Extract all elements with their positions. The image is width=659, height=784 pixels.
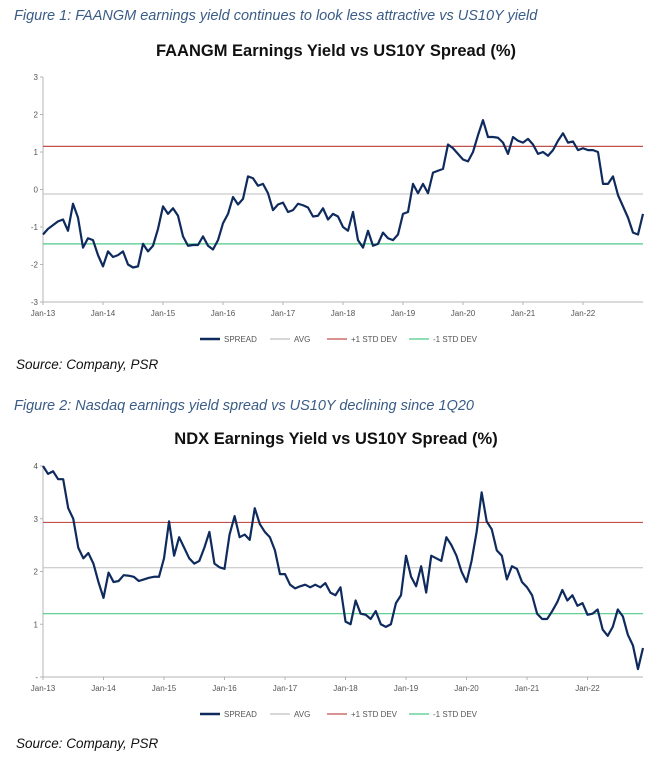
y-tick-label: -2 bbox=[31, 261, 39, 270]
chart-2-svg: NDX Earnings Yield vs US10Y Spread (%)-1… bbox=[31, 430, 645, 719]
figure-2-source: Source: Company, PSR bbox=[16, 736, 159, 751]
legend-label-1-std-dev: -1 STD DEV bbox=[433, 710, 478, 719]
chart-1: FAANGM Earnings Yield vs US10Y Spread (%… bbox=[0, 30, 659, 352]
x-tick-label: Jan-16 bbox=[211, 309, 236, 318]
y-tick-label: 3 bbox=[34, 515, 39, 524]
x-tick-label: Jan-18 bbox=[333, 684, 358, 693]
chart-1-svg: FAANGM Earnings Yield vs US10Y Spread (%… bbox=[31, 42, 645, 344]
x-tick-label: Jan-13 bbox=[31, 309, 56, 318]
chart-2-legend: SPREAD AVG +1 STD DEV -1 STD DEV bbox=[200, 710, 478, 719]
x-tick-label: Jan-13 bbox=[31, 684, 56, 693]
chart-2: NDX Earnings Yield vs US10Y Spread (%) -1… bbox=[0, 420, 659, 725]
y-tick-label: 3 bbox=[34, 73, 39, 82]
x-tick-label: Jan-17 bbox=[271, 309, 296, 318]
legend-label-spread: SPREAD bbox=[224, 710, 257, 719]
x-tick-label: Jan-22 bbox=[571, 309, 596, 318]
legend-label-avg: AVG bbox=[294, 335, 310, 344]
legend-label-1-std-dev: -1 STD DEV bbox=[433, 335, 478, 344]
y-tick-label: - bbox=[35, 673, 38, 682]
spread-line bbox=[42, 119, 645, 269]
x-tick-label: Jan-21 bbox=[515, 684, 540, 693]
x-tick-label: Jan-20 bbox=[451, 309, 476, 318]
x-tick-label: Jan-19 bbox=[394, 684, 419, 693]
x-tick-label: Jan-19 bbox=[391, 309, 416, 318]
y-tick-label: 2 bbox=[34, 568, 39, 577]
legend-label-1-std-dev: +1 STD DEV bbox=[351, 335, 398, 344]
y-tick-label: 0 bbox=[34, 186, 39, 195]
y-tick-label: -1 bbox=[31, 223, 39, 232]
y-tick-label: 1 bbox=[34, 148, 39, 157]
chart-1-title: FAANGM Earnings Yield vs US10Y Spread (%… bbox=[156, 42, 516, 60]
x-tick-label: Jan-20 bbox=[454, 684, 479, 693]
figure-2-caption: Figure 2: Nasdaq earnings yield spread v… bbox=[14, 398, 474, 414]
y-tick-label: 1 bbox=[34, 620, 39, 629]
chart-2-title: NDX Earnings Yield vs US10Y Spread (%) bbox=[174, 430, 497, 448]
x-tick-label: Jan-21 bbox=[511, 309, 536, 318]
chart-1-legend: SPREAD AVG +1 STD DEV -1 STD DEV bbox=[200, 335, 478, 344]
x-tick-label: Jan-16 bbox=[212, 684, 237, 693]
x-tick-label: Jan-18 bbox=[331, 309, 356, 318]
x-tick-label: Jan-14 bbox=[91, 309, 116, 318]
x-tick-label: Jan-22 bbox=[575, 684, 600, 693]
x-tick-label: Jan-15 bbox=[152, 684, 177, 693]
y-tick-label: -3 bbox=[31, 298, 39, 307]
x-tick-label: Jan-17 bbox=[273, 684, 298, 693]
figure-1-caption: Figure 1: FAANGM earnings yield continue… bbox=[14, 8, 538, 24]
x-tick-label: Jan-15 bbox=[151, 309, 176, 318]
y-tick-label: 4 bbox=[34, 462, 39, 471]
figure-1-source: Source: Company, PSR bbox=[16, 357, 159, 372]
legend-label-avg: AVG bbox=[294, 710, 310, 719]
legend-label-spread: SPREAD bbox=[224, 335, 257, 344]
spread-line bbox=[42, 465, 645, 671]
x-tick-label: Jan-14 bbox=[91, 684, 116, 693]
y-tick-label: 2 bbox=[34, 111, 39, 120]
legend-label-1-std-dev: +1 STD DEV bbox=[351, 710, 398, 719]
